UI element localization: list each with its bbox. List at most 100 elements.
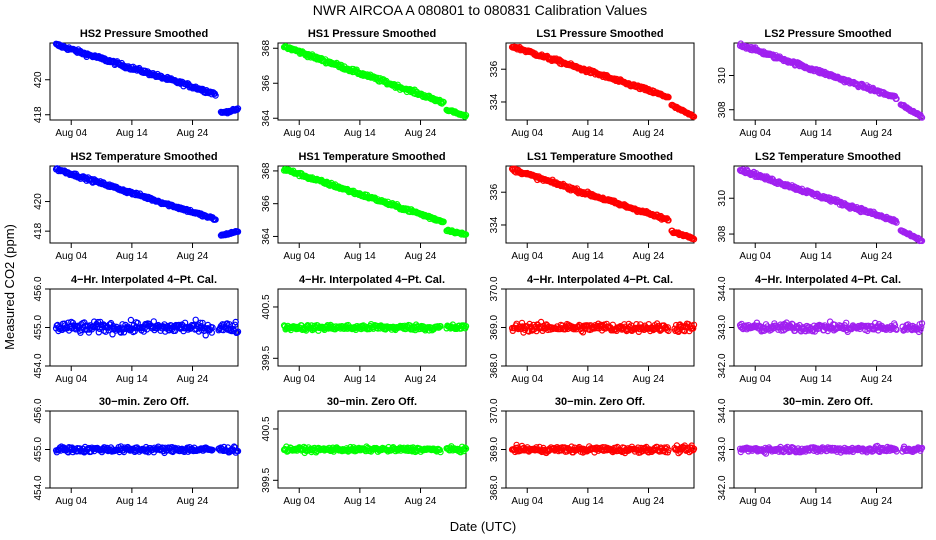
data-points [280,321,470,334]
data-points [508,165,698,243]
data-point [893,326,900,333]
x-tick-label: Aug 14 [572,496,604,507]
data-point [665,93,672,101]
data-point [918,444,926,452]
x-tick-label: Aug 14 [344,251,376,262]
y-tick-label: 366 [261,74,272,91]
data-point [526,320,533,328]
panel-13: 30−min. Zero Off. Aug 04 Aug 14 Aug 24 454.0… [33,396,242,507]
x-axis-label: Date (UTC) [450,519,516,534]
data-point [197,319,204,326]
y-tick-label: 454.0 [33,353,44,378]
data-point [665,327,672,335]
x-tick-label: Aug 14 [116,374,148,385]
x-tick-label: Aug 04 [511,374,543,385]
data-point [690,321,698,328]
x-tick-label: Aug 14 [800,496,832,507]
panel-15: 30−min. Zero Off. Aug 04 Aug 14 Aug 24 368.0… [489,396,698,507]
data-point [462,231,470,238]
data-point [209,446,216,454]
data-points [736,442,926,457]
x-tick-label: Aug 04 [55,374,87,385]
x-tick-label: Aug 14 [572,374,604,385]
y-tick-label: 400.5 [261,294,272,319]
data-points [508,43,698,120]
plot-frame [733,42,923,121]
data-point [536,443,543,451]
x-tick-label: Aug 24 [633,374,665,385]
y-tick-label: 364 [261,109,272,126]
data-points [736,318,926,336]
x-tick-label: Aug 24 [633,128,665,139]
x-tick-label: Aug 14 [800,374,832,385]
y-tick-label: 310 [717,189,728,206]
y-tick-label: 369.0 [489,437,500,462]
x-tick-label: Aug 04 [283,374,315,385]
data-point [690,113,698,120]
x-tick-label: Aug 14 [572,251,604,262]
panel-title: 4−Hr. Interpolated 4−Pt. Cal. [299,274,445,286]
data-point [462,323,470,330]
data-point [633,321,640,328]
x-tick-label: Aug 04 [511,251,543,262]
data-point [665,217,672,224]
x-tick-label: Aug 14 [344,128,376,139]
data-point [664,324,672,331]
panel-title: 30−min. Zero Off. [555,396,645,408]
data-point [212,216,219,223]
y-tick-label: 308 [717,225,728,242]
data-point [440,98,447,106]
data-points [280,443,470,457]
data-point [893,95,900,103]
data-point [233,329,241,336]
data-point [690,235,698,243]
y-tick-label: 336 [489,183,500,200]
data-point [462,111,470,119]
data-points [736,166,926,245]
panel-title: HS1 Pressure Smoothed [308,28,436,40]
y-tick-label: 308 [717,101,728,118]
y-tick-label: 364 [261,228,272,245]
panel-5: HS2 Temperature Smoothed Aug 04 Aug 14 Aug … [33,151,242,262]
data-points [52,316,242,339]
plot-frame [49,165,239,244]
x-tick-label: Aug 24 [177,496,209,507]
panel-title: LS1 Pressure Smoothed [536,28,663,40]
y-axis-label: Measured CO2 (ppm) [2,224,17,350]
y-tick-label: 343.0 [717,437,728,462]
y-tick-label: 368 [261,39,272,56]
x-tick-label: Aug 14 [800,128,832,139]
panel-title: LS2 Temperature Smoothed [755,151,901,163]
panel-title: LS2 Pressure Smoothed [764,28,891,40]
panel-title: 4−Hr. Interpolated 4−Pt. Cal. [527,274,673,286]
x-tick-label: Aug 04 [283,496,315,507]
x-tick-label: Aug 24 [861,251,893,262]
data-points [280,43,470,120]
data-points [508,441,698,457]
y-tick-label: 344.0 [717,398,728,423]
plot-frame [505,42,695,121]
data-point [109,331,116,338]
data-point [234,328,242,335]
x-tick-label: Aug 04 [55,251,87,262]
data-point [579,329,587,336]
y-tick-label: 342.0 [717,353,728,378]
data-point [918,113,925,120]
x-tick-label: Aug 14 [572,128,604,139]
data-point [918,237,926,245]
y-tick-label: 456.0 [33,398,44,423]
y-tick-label: 454.0 [33,475,44,500]
x-tick-label: Aug 04 [739,374,771,385]
y-tick-label: 310 [717,67,728,84]
data-points [52,165,242,239]
x-tick-label: Aug 04 [739,496,771,507]
x-tick-label: Aug 04 [55,496,87,507]
data-point [893,448,900,455]
data-point [917,326,924,333]
data-point [231,321,239,328]
data-point [690,445,698,452]
x-tick-label: Aug 24 [405,496,437,507]
x-tick-label: Aug 24 [633,496,665,507]
